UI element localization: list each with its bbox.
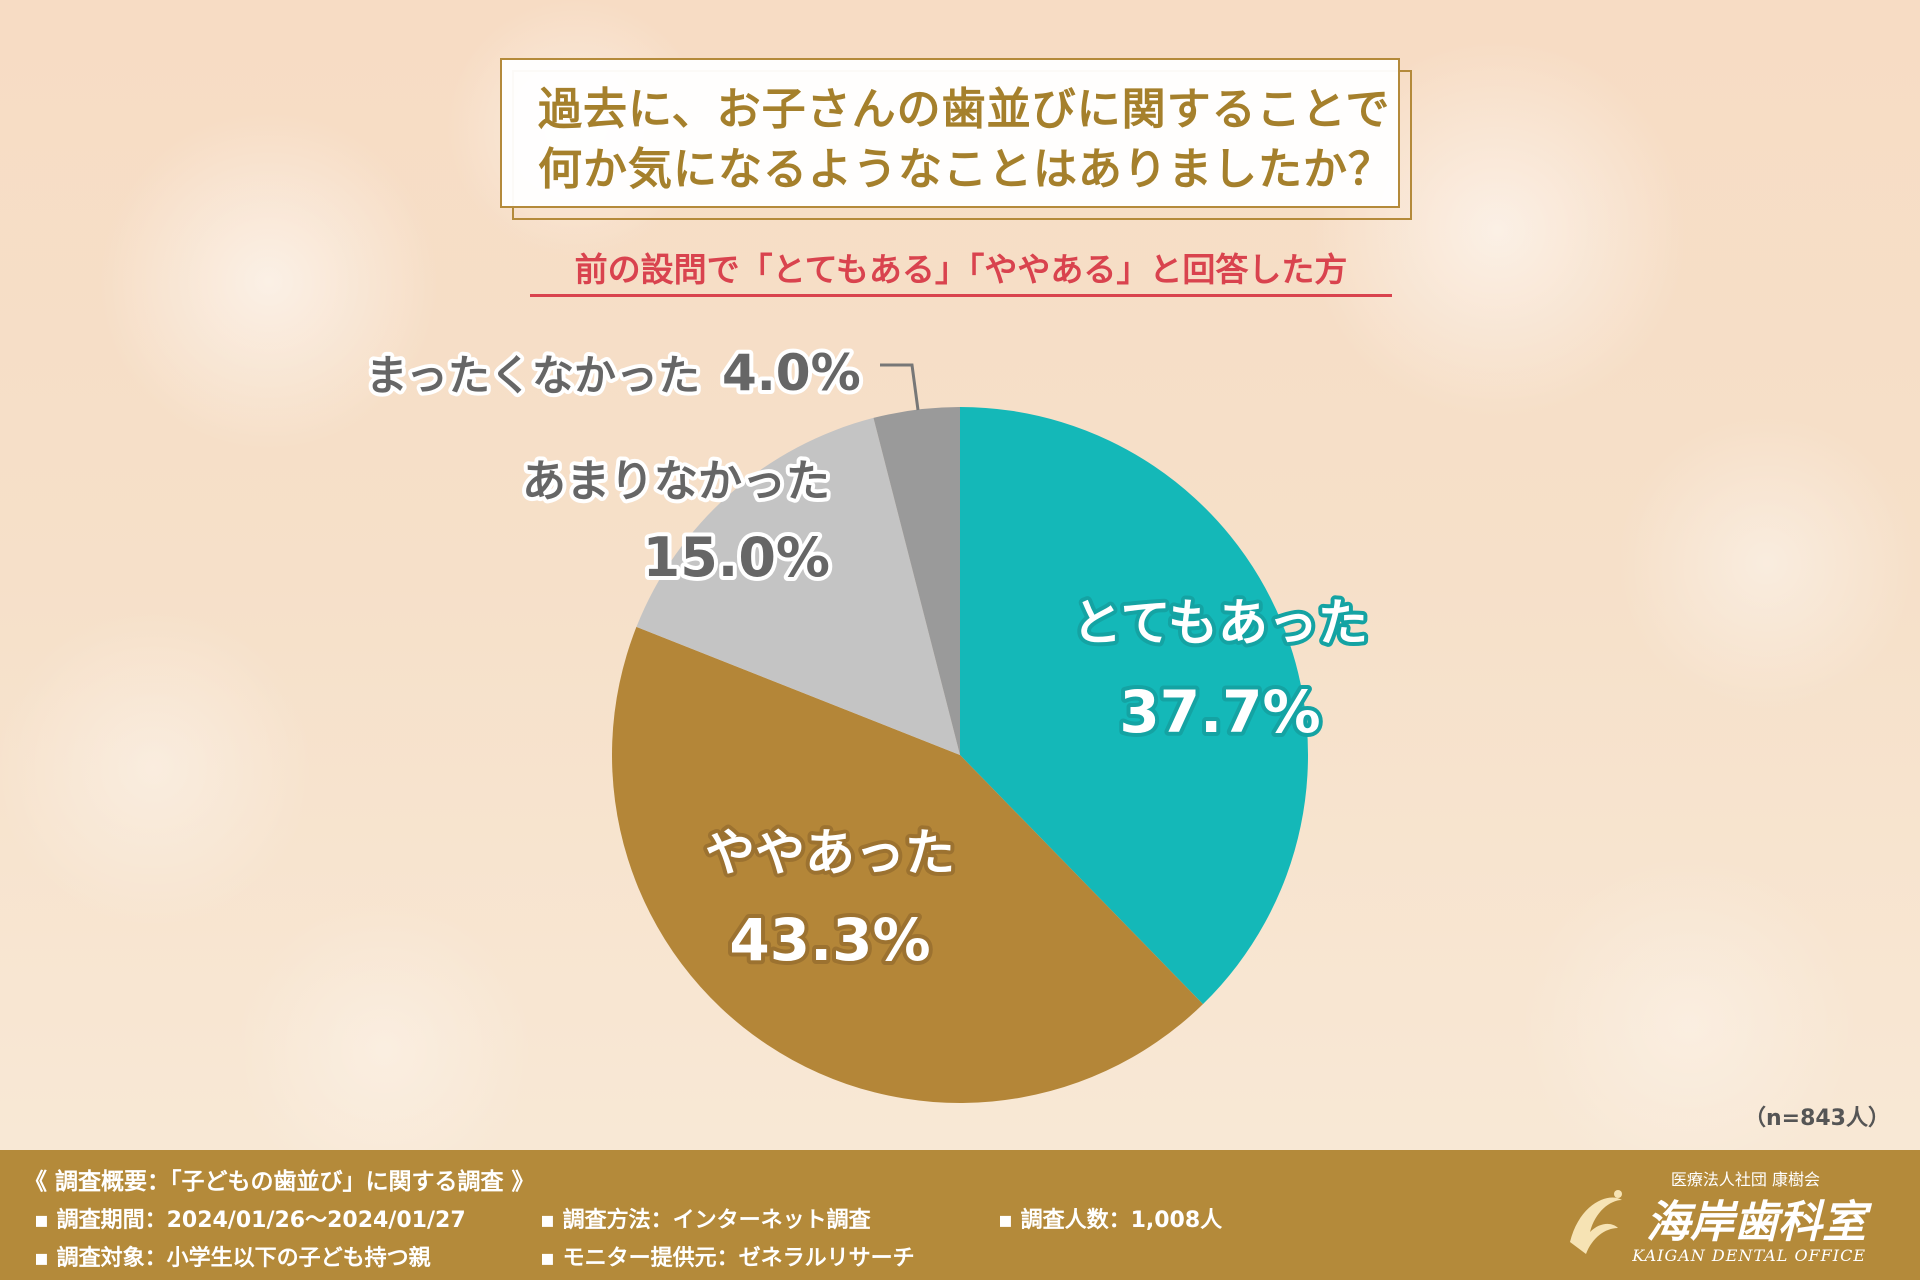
pie-slice-まったくなかった bbox=[873, 407, 960, 755]
slice-label-あまりなかった: あまりなかった bbox=[522, 456, 830, 507]
survey-method: 調査方法：インターネット調査 bbox=[540, 1202, 871, 1234]
pie-slice-とてもあった bbox=[960, 407, 1308, 1005]
survey-target: 調査対象：小学生以下の子ども持つ親 bbox=[34, 1240, 431, 1272]
slice-value-ややあった: 43.3% bbox=[729, 906, 930, 974]
survey-period: 調査期間：2024/01/26～2024/01/27 bbox=[34, 1202, 466, 1234]
pie-chart: とてもあった 37.7% ややあった 43.3% あまりなかった 15.0% まったくなかっ… bbox=[365, 344, 1372, 1103]
slice-value-まったくなかった: 4.0% bbox=[722, 344, 861, 402]
slice-label-まったくなかった: まったくなかった bbox=[366, 351, 700, 400]
clinic-name: 海岸歯科室 bbox=[1646, 1197, 1866, 1248]
subtitle-underline bbox=[530, 294, 1392, 297]
title-box: 過去に、お子さんの歯並びに関することで 何か気になるようなことはありましたか？ bbox=[500, 58, 1400, 208]
title-line-1: 過去に、お子さんの歯並びに関することで bbox=[538, 84, 1391, 135]
clinic-name-en: KAIGAN DENTAL OFFICE bbox=[1632, 1246, 1866, 1265]
dolphin-icon bbox=[1570, 1190, 1622, 1254]
survey-monitor: モニター提供元：ゼネラルリサーチ bbox=[540, 1240, 915, 1272]
pie-slice-あまりなかった bbox=[636, 417, 960, 755]
slice-value-とてもあった: 37.7% bbox=[1119, 678, 1320, 746]
slice-label-ややあった: ややあった bbox=[705, 824, 955, 882]
footer: 《 調査概要：「子どもの歯並び」に関する調査 》 調査期間：2024/01/26… bbox=[0, 1150, 1920, 1280]
chart-title: 過去に、お子さんの歯並びに関することで 何か気になるようなことはありましたか？ bbox=[538, 80, 1393, 200]
clinic-logo: 医療法人社団 康樹会 海岸歯科室 KAIGAN DENTAL OFFICE bbox=[1560, 1162, 1880, 1272]
slice-value-あまりなかった: 15.0% bbox=[643, 526, 830, 589]
title-line-2: 何か気になるようなことはありましたか？ bbox=[538, 144, 1393, 195]
leader-line-まったくなかった bbox=[880, 363, 920, 411]
clinic-org: 医療法人社団 康樹会 bbox=[1670, 1170, 1820, 1189]
survey-count: 調査人数：1,008人 bbox=[998, 1202, 1223, 1234]
chart-subtitle: 前の設問で「とてもある」「ややある」と回答した方 bbox=[574, 250, 1348, 289]
slice-label-とてもあった: とてもあった bbox=[1072, 594, 1368, 652]
pie-slice-ややあった bbox=[612, 626, 1203, 1103]
sample-size: （n=843人） bbox=[1743, 1106, 1890, 1131]
survey-summary-title: 《 調査概要：「子どもの歯並び」に関する調査 》 bbox=[24, 1169, 535, 1195]
